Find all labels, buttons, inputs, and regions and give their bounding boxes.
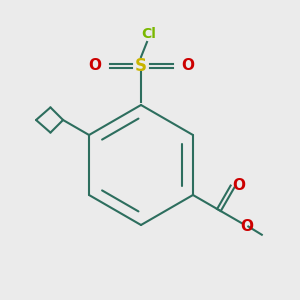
Text: Cl: Cl (141, 28, 156, 41)
Text: O: O (88, 58, 101, 74)
Text: O: O (232, 178, 245, 193)
Text: S: S (135, 57, 147, 75)
Text: O: O (181, 58, 194, 74)
Text: O: O (240, 219, 253, 234)
